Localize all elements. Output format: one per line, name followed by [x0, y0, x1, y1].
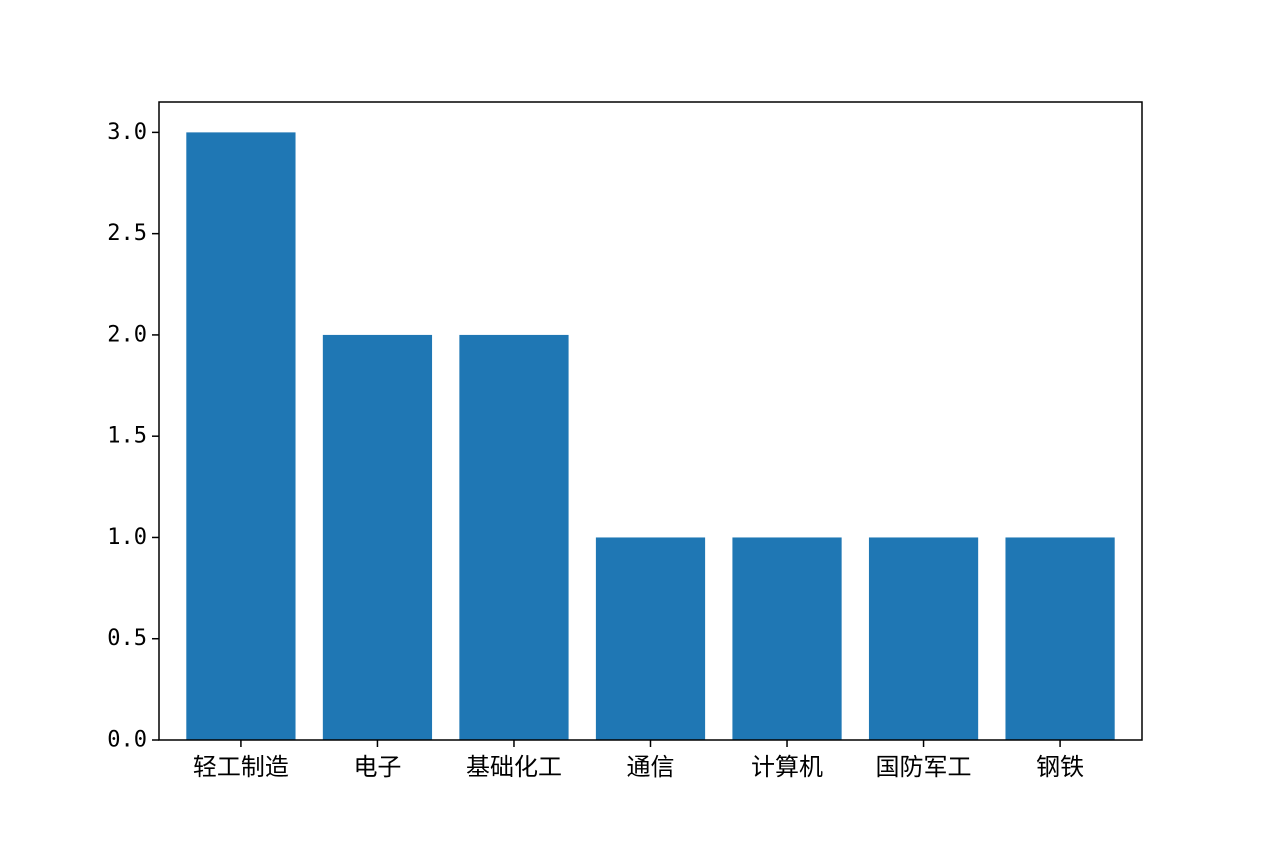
bar-4 [595, 537, 706, 740]
x-tick-label: 计算机 [751, 753, 823, 781]
x-tick-label: 钢铁 [1036, 753, 1084, 781]
x-tick-label: 轻工制造 [193, 753, 289, 781]
bar-2 [322, 334, 433, 740]
bar-7 [1005, 537, 1115, 740]
bar-5 [732, 537, 842, 740]
x-tick-label: 基础化工 [466, 753, 562, 781]
y-tick-label: 1.0 [107, 525, 147, 550]
bar-1 [186, 132, 296, 740]
bar-3 [459, 334, 569, 740]
axes-layer [152, 101, 1143, 747]
bar-6 [868, 537, 979, 740]
y-tick-label: 0.5 [107, 626, 147, 651]
y-tick-label: 0.0 [107, 728, 147, 753]
x-tick-label: 通信 [627, 753, 675, 781]
y-tick-label: 2.5 [107, 221, 147, 246]
x-tick-label: 电子 [353, 753, 401, 781]
bars-layer [186, 132, 1115, 740]
labels-layer: 0.0 0.5 1.0 1.5 2.0 2.5 3.0 轻工制造 电子 基础化工 通信 计算机 国防军工… [107, 120, 1084, 781]
y-tick-label: 3.0 [107, 120, 147, 145]
y-tick-label: 2.0 [107, 322, 147, 347]
y-tick-label: 1.5 [107, 424, 147, 449]
x-tick-label: 国防军工 [876, 753, 972, 781]
